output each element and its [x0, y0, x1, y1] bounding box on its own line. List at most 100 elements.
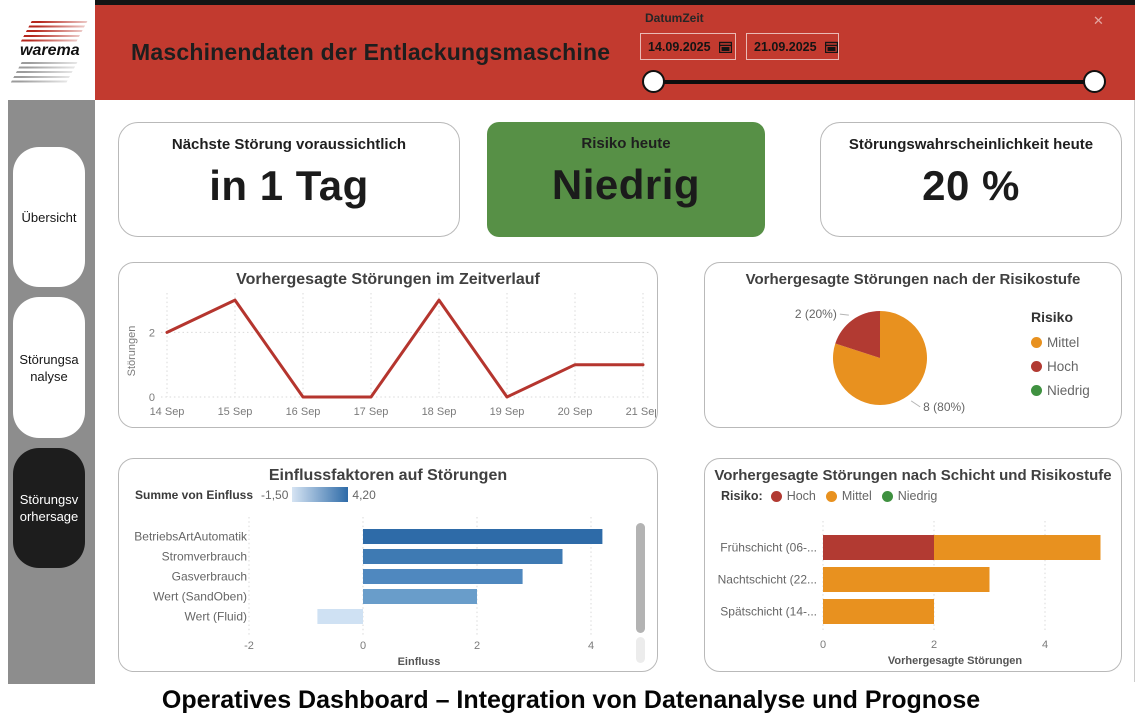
calendar-icon [718, 41, 732, 53]
clear-filter-icon[interactable]: ✕ [1093, 13, 1104, 28]
chart-card-shift-risk: 0 2 4 Frühschicht (06-... Nachtschicht (22..… [704, 458, 1122, 672]
legend-item-hoch[interactable]: Hoch [770, 489, 816, 503]
bar-segment-mittel[interactable] [823, 599, 934, 624]
warema-logo-text: warema [20, 42, 80, 59]
x-axis-title: Einfluss [398, 656, 441, 668]
x-tick-label: -2 [244, 640, 254, 652]
chart-card-risk-pie: 8 (80%) 2 (20%) Vorhergesagte Störungen n… [704, 262, 1122, 428]
line-chart: 14 Sep 15 Sep 16 Sep 17 Sep 18 Sep 19 Sep 20 S… [126, 293, 656, 418]
canvas-right-edge [1134, 100, 1135, 682]
category-label: Stromverbrauch [162, 550, 247, 564]
chart-title: Einflussfaktoren auf Störungen [268, 467, 508, 484]
date-start-input[interactable]: 14.09.2025 [640, 33, 736, 60]
shift-legend: Risiko: Hoch Mittel Niedrig [721, 489, 947, 503]
y-axis-title: Störungen [126, 326, 138, 377]
influence-bar[interactable] [363, 569, 523, 584]
date-end-value: 21.09.2025 [754, 39, 817, 54]
chart-title: Vorhergesagte Störungen im Zeitverlauf [236, 271, 540, 288]
legend-label: Mittel [1047, 335, 1080, 350]
x-tick-label: 4 [1042, 639, 1048, 651]
legend-dot-icon [881, 490, 893, 502]
legend-item-niedrig[interactable]: Niedrig [881, 489, 937, 503]
category-label: Wert (Fluid) [185, 610, 247, 624]
date-range-slider-track[interactable] [653, 80, 1097, 84]
footer-caption: Operatives Dashboard – Integration von D… [161, 686, 981, 714]
shift-stacked-bar-chart: 0 2 4 Frühschicht (06-... Nachtschicht (22..… [718, 521, 1101, 667]
logo-stripes-bottom-icon [10, 62, 78, 83]
kpi-title: Risiko heute [581, 135, 671, 152]
legend-label: Hoch [1047, 359, 1079, 374]
sidebar-item-uebersicht[interactable]: Übersicht [13, 147, 85, 287]
y-tick-label: 0 [149, 392, 155, 404]
legend-item-hoch[interactable]: Hoch [1031, 359, 1090, 374]
x-tick-label: 19 Sep [490, 406, 525, 418]
sidebar: Übersicht Störungsanalyse Störungsvorher… [8, 100, 95, 684]
x-tick-label: 14 Sep [150, 406, 185, 418]
x-tick-label: 2 [474, 640, 480, 652]
kpi-value: Niedrig [551, 161, 701, 208]
slider-handle-start[interactable] [642, 70, 665, 93]
gradient-max: 4,20 [352, 487, 376, 502]
legend-title: Risiko: [721, 489, 763, 503]
legend-dot-icon [1031, 385, 1042, 396]
slider-handle-end[interactable] [1083, 70, 1106, 93]
category-label: Spätschicht (14-... [720, 605, 817, 619]
top-strip [95, 0, 1135, 5]
chart-scrollbar-track [636, 637, 645, 663]
legend-label: Hoch [786, 489, 816, 503]
chart-title: Vorhergesagte Störungen nach der Risikos… [745, 271, 1081, 288]
legend-item-niedrig[interactable]: Niedrig [1031, 383, 1090, 398]
chart-scrollbar[interactable] [636, 523, 645, 633]
pie-label-leader [839, 313, 849, 316]
x-tick-label: 18 Sep [422, 406, 457, 418]
influence-bar-chart: -2 0 2 4 BetriebsArtAutomatik Stromverbrauch G… [134, 517, 603, 668]
legend-dot-icon [770, 490, 782, 502]
forecast-line[interactable] [165, 298, 645, 399]
logo-stripes-top-icon [20, 21, 88, 42]
kpi-title: Störungswahrscheinlichkeit heute [848, 136, 1094, 153]
kpi-card-next-failure: Nächste Störung voraussichtlich in 1 Tag [118, 122, 460, 237]
page-title: Maschinendaten der Entlackungsmaschine [131, 39, 611, 65]
influence-bar[interactable] [317, 609, 363, 624]
influence-bar[interactable] [363, 589, 477, 604]
x-tick-label: 0 [360, 640, 366, 652]
legend-label: Mittel [841, 489, 872, 503]
header-banner: Maschinendaten der Entlackungsmaschine D… [95, 5, 1135, 100]
chart-card-forecast-timeline: 14 Sep 15 Sep 16 Sep 17 Sep 18 Sep 19 Sep 20 S… [118, 262, 658, 428]
date-start-value: 14.09.2025 [648, 39, 711, 54]
bar-segment-hoch[interactable] [823, 535, 934, 560]
pie-slice-hoch[interactable] [835, 311, 880, 358]
gradient-legend: Summe von Einfluss -1,50 4,20 [135, 487, 376, 502]
kpi-card-failure-probability: Störungswahrscheinlichkeit heute 20 % [820, 122, 1122, 237]
gradient-min: -1,50 [261, 487, 289, 502]
bar-segment-mittel[interactable] [934, 535, 1101, 560]
kpi-title: Nächste Störung voraussichtlich [171, 136, 407, 153]
bar-segment-mittel[interactable] [823, 567, 990, 592]
x-tick-label: 2 [931, 639, 937, 651]
calendar-icon [824, 41, 838, 53]
legend-dot-icon [825, 490, 837, 502]
category-label: Wert (SandOben) [153, 590, 247, 604]
x-axis-title: Vorhergesagte Störungen [888, 655, 1023, 667]
sidebar-item-stoerungsvorhersage[interactable]: Störungsvorhersage [13, 448, 85, 568]
x-tick-label: 0 [820, 639, 826, 651]
legend-item-mittel[interactable]: Mittel [825, 489, 872, 503]
chart-card-influence-factors: -2 0 2 4 BetriebsArtAutomatik Stromverbrauch G… [118, 458, 658, 672]
x-tick-label: 4 [588, 640, 594, 652]
pie-legend: Risiko Mittel Hoch Niedrig [1031, 309, 1090, 407]
pie-data-label: 8 (80%) [923, 400, 965, 414]
influence-bar[interactable] [363, 549, 563, 564]
x-tick-label: 21 Sep [626, 406, 656, 418]
legend-label: Niedrig [1047, 383, 1090, 398]
pie-data-label: 2 (20%) [795, 307, 837, 321]
sidebar-item-stoerungsanalyse[interactable]: Störungsanalyse [13, 297, 85, 438]
influence-bar[interactable] [363, 529, 603, 544]
x-tick-label: 16 Sep [286, 406, 321, 418]
y-tick-label: 2 [149, 327, 155, 339]
category-label: Nachtschicht (22... [718, 573, 817, 587]
x-tick-label: 17 Sep [354, 406, 389, 418]
warema-logo: warema [8, 13, 95, 100]
date-end-input[interactable]: 21.09.2025 [746, 33, 839, 60]
legend-item-mittel[interactable]: Mittel [1031, 335, 1090, 350]
